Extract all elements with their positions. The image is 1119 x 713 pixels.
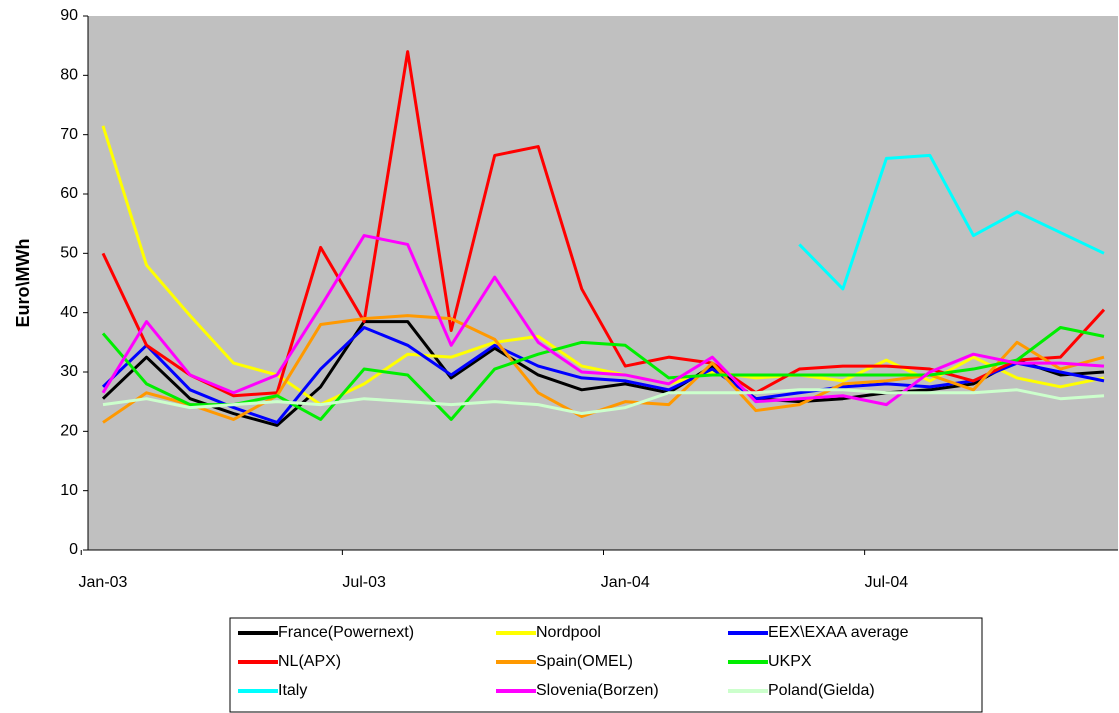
series-line — [101, 326, 1105, 424]
series-line — [102, 388, 1105, 416]
legend-label: Slovenia(Borzen) — [536, 682, 659, 699]
y-tick-label: 70 — [60, 126, 78, 143]
y-tick-label: 30 — [60, 363, 78, 380]
y-tick-label: 90 — [60, 7, 78, 24]
y-tick-label: 0 — [69, 541, 78, 558]
y-tick-label: 60 — [60, 185, 78, 202]
legend-label: Nordpool — [536, 624, 601, 641]
y-tick-label: 10 — [60, 482, 78, 499]
legend-label: Spain(OMEL) — [536, 653, 633, 670]
y-tick-label: 20 — [60, 423, 78, 440]
series-line — [798, 153, 1105, 291]
series-line — [101, 234, 1105, 407]
series-line — [101, 50, 1106, 398]
y-tick-label: 40 — [60, 304, 78, 321]
series-line — [101, 326, 1105, 421]
y-tick-label: 80 — [60, 67, 78, 84]
series-line — [101, 320, 1105, 427]
legend-label: Italy — [278, 682, 307, 699]
plot-area — [88, 16, 1118, 550]
legend — [229, 617, 983, 713]
legend-label: EEX\EXAA average — [768, 624, 909, 641]
y-tick-label: 50 — [60, 245, 78, 262]
legend-label: NL(APX) — [278, 653, 341, 670]
x-tick-label: Jul-03 — [342, 574, 386, 591]
legend-label: UKPX — [768, 653, 812, 670]
x-tick-label: Jan-03 — [79, 574, 128, 591]
x-tick-label: Jul-04 — [865, 574, 909, 591]
y-axis-label: Euro\MWh — [13, 239, 33, 328]
legend-label: France(Powernext) — [278, 624, 414, 641]
x-tick-label: Jan-04 — [601, 574, 650, 591]
legend-label: Poland(Gielda) — [768, 682, 875, 699]
